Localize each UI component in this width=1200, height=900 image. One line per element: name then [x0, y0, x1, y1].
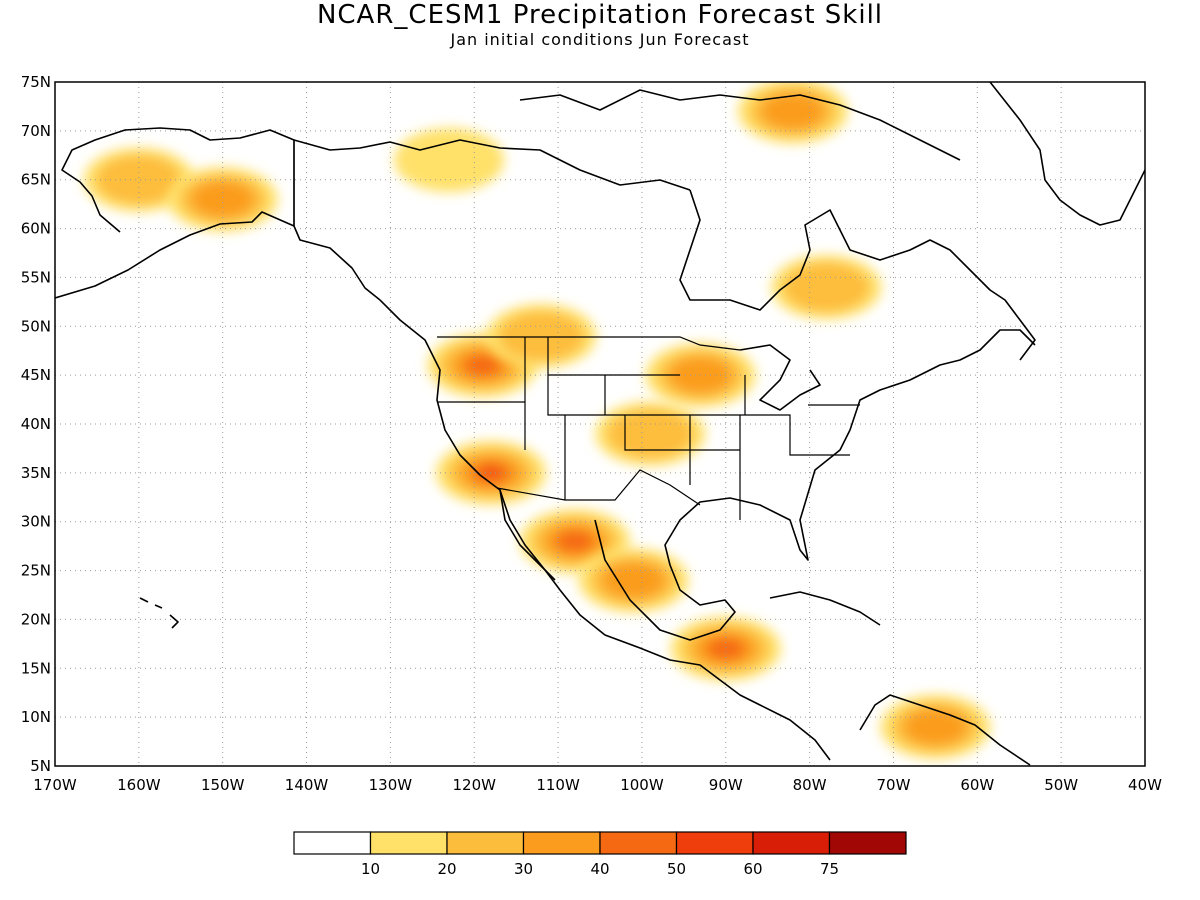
- lon-tick-label: 80W: [793, 776, 827, 794]
- skill-contour: [602, 562, 665, 599]
- colorbar-label: 60: [743, 860, 762, 878]
- lon-tick-label: 150W: [201, 776, 245, 794]
- skill-contour: [607, 408, 694, 459]
- lat-tick-label: 20N: [21, 610, 51, 628]
- colorbar-label: 40: [590, 860, 609, 878]
- colorbar-swatch: [752, 831, 831, 855]
- coastlines: [55, 82, 1145, 766]
- skill-contour: [706, 637, 745, 660]
- coastline-alaska-north: [61, 127, 295, 233]
- coastline-arctic-islands: [519, 89, 961, 161]
- colorbar-label: 75: [820, 860, 839, 878]
- lon-tick-label: 40W: [1128, 776, 1162, 794]
- skill-contour: [191, 181, 254, 218]
- skill-contour: [95, 154, 182, 205]
- lon-tick-label: 100W: [620, 776, 664, 794]
- axis-tick-labels: 170W 160W 150W 140W 130W 120W 110W 100W 90W 80W 70…: [21, 73, 1162, 794]
- lon-tick-label: 60W: [960, 776, 994, 794]
- lon-tick-label: 110W: [536, 776, 580, 794]
- lat-tick-label: 50N: [21, 317, 51, 335]
- lat-tick-label: 55N: [21, 268, 51, 286]
- coastline-arctic-canada: [293, 139, 691, 191]
- dotted-gridlines: [55, 82, 1145, 766]
- colorbar-label: 10: [361, 860, 380, 878]
- coastline-baja: [499, 489, 556, 581]
- colorbar-swatch: [675, 831, 754, 855]
- colorbar-label: 50: [667, 860, 686, 878]
- lon-tick-label: 50W: [1044, 776, 1078, 794]
- coastline-greenland: [989, 82, 1145, 226]
- map-title: NCAR_CESM1 Precipitation Forecast Skill: [316, 0, 884, 30]
- lon-tick-label: 130W: [369, 776, 413, 794]
- lat-tick-label: 60N: [21, 220, 51, 238]
- skill-region: [394, 128, 505, 193]
- skill-region: [578, 548, 689, 613]
- colorbar-swatch: [522, 831, 601, 855]
- lat-tick-label: 45N: [21, 366, 51, 384]
- lon-tick-label: 140W: [285, 776, 329, 794]
- skill-region: [486, 304, 597, 369]
- lat-tick-label: 40N: [21, 415, 51, 433]
- lat-tick-label: 75N: [21, 73, 51, 91]
- colorbar-swatch: [828, 831, 907, 855]
- lat-tick-label: 5N: [30, 757, 51, 775]
- skill-shading: [83, 82, 991, 759]
- coastline-hawaii: [139, 597, 179, 629]
- coastline-south-america: [859, 694, 1031, 766]
- colorbar-label: 30: [514, 860, 533, 878]
- lat-tick-label: 15N: [21, 659, 51, 677]
- skill-region: [737, 82, 848, 144]
- lat-tick-label: 35N: [21, 464, 51, 482]
- political-borders: [293, 140, 860, 520]
- skill-region: [83, 147, 194, 212]
- lat-tick-label: 70N: [21, 122, 51, 140]
- skill-contour: [904, 708, 967, 745]
- lat-tick-label: 10N: [21, 708, 51, 726]
- coastline-alaska: [55, 211, 381, 301]
- skill-region: [771, 255, 882, 320]
- colorbar-swatch: [369, 831, 448, 855]
- skill-contour: [498, 311, 585, 362]
- lon-tick-label: 170W: [33, 776, 77, 794]
- skill-region: [880, 694, 991, 759]
- colorbar: 10 20 30 40 50 60 75: [293, 831, 907, 878]
- coastline-cuba: [769, 591, 881, 626]
- colorbar-label: 20: [437, 860, 456, 878]
- skill-contour: [394, 128, 505, 193]
- border-us-mexico: [496, 469, 701, 506]
- skill-contour: [783, 262, 870, 313]
- skill-region: [595, 401, 706, 466]
- coastline-gulf: [594, 429, 851, 641]
- lon-tick-label: 120W: [452, 776, 496, 794]
- skill-contour: [555, 530, 594, 553]
- lon-tick-label: 160W: [117, 776, 161, 794]
- colorbar-swatch: [293, 831, 372, 855]
- skill-contour: [761, 93, 824, 130]
- coastline-hudson-bay: [679, 189, 1036, 361]
- lat-tick-label: 25N: [21, 562, 51, 580]
- coastline-great-lakes: [739, 344, 821, 411]
- map-frame: [54, 81, 1146, 767]
- lon-tick-label: 90W: [709, 776, 743, 794]
- colorbar-swatch: [446, 831, 525, 855]
- coastline-atlantic: [849, 329, 1036, 431]
- map-subtitle: Jan initial conditions Jun Forecast: [450, 30, 750, 49]
- lat-tick-label: 30N: [21, 513, 51, 531]
- lat-tick-label: 65N: [21, 171, 51, 189]
- skill-region: [670, 616, 781, 681]
- coastline-pacific: [379, 299, 831, 761]
- colorbar-swatch: [599, 831, 678, 855]
- skill-region: [167, 167, 278, 232]
- lon-tick-label: 70W: [877, 776, 911, 794]
- state-lines: [437, 337, 860, 520]
- border-us-canada: [437, 336, 741, 351]
- skill-contour: [463, 354, 502, 377]
